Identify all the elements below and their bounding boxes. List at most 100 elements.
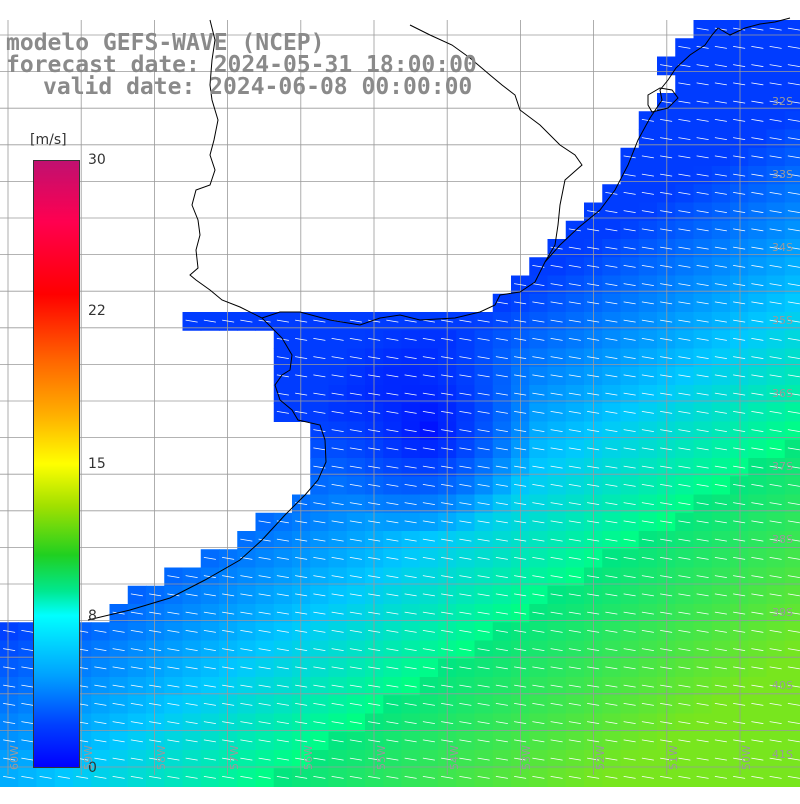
wind-arrow [550, 465, 563, 469]
wind-arrow [404, 483, 417, 487]
wind-arrow [623, 210, 636, 214]
wind-cell [784, 768, 800, 787]
wind-arrow [368, 556, 381, 560]
wind-arrow [404, 648, 417, 652]
wind-arrow [331, 356, 344, 360]
wind-arrow [733, 64, 746, 68]
wind-arrow [641, 593, 654, 597]
wind-arrow [568, 356, 581, 360]
wind-arrow [787, 100, 800, 104]
wind-arrow [422, 337, 435, 341]
wind-arrow [349, 429, 362, 433]
wind-arrow [313, 337, 326, 341]
wind-arrow [714, 82, 727, 86]
wind-arrow [769, 593, 782, 597]
wind-arrow [422, 356, 435, 360]
wind-arrow [404, 684, 417, 688]
wind-arrow [550, 556, 563, 560]
wind-arrow [203, 629, 216, 633]
wind-arrow [313, 684, 326, 688]
wind-arrow [368, 702, 381, 706]
wind-arrow [313, 538, 326, 542]
wind-arrow [222, 757, 235, 761]
wind-arrow [660, 301, 673, 305]
wind-arrow [605, 447, 618, 451]
wind-arrow [368, 611, 381, 615]
wind-arrow [605, 301, 618, 305]
wind-arrow [623, 593, 636, 597]
wind-arrow [404, 465, 417, 469]
wind-arrow [696, 45, 709, 49]
wind-arrow [295, 374, 308, 378]
wind-arrow [641, 629, 654, 633]
wind-arrow [149, 611, 162, 615]
wind-arrow [714, 538, 727, 542]
wind-arrow [295, 392, 308, 396]
wind-arrow [550, 429, 563, 433]
colorbar-unit: [m/s] [30, 132, 67, 148]
wind-arrow [276, 319, 289, 323]
wind-arrow [331, 757, 344, 761]
wind-arrow [550, 520, 563, 524]
wind-arrow [477, 684, 490, 688]
wind-arrow [514, 356, 527, 360]
wind-arrow [714, 374, 727, 378]
wind-arrow [787, 374, 800, 378]
wind-arrow [94, 666, 107, 670]
wind-arrow [733, 155, 746, 159]
wind-arrow [769, 45, 782, 49]
wind-arrow [568, 228, 581, 232]
wind-arrow [185, 739, 198, 743]
wind-arrow [94, 684, 107, 688]
wind-arrow [733, 301, 746, 305]
wind-arrow [787, 264, 800, 268]
wind-arrow [550, 721, 563, 725]
wind-arrow [733, 593, 746, 597]
wind-cell [784, 202, 800, 222]
wind-arrow [751, 191, 764, 195]
wind-arrow [696, 228, 709, 232]
wind-arrow [623, 319, 636, 323]
wind-arrow [660, 155, 673, 159]
valid-date: valid date: 2024-06-08 00:00:00 [43, 74, 473, 100]
wind-arrow [331, 611, 344, 615]
wind-arrow [550, 337, 563, 341]
wind-arrow [751, 502, 764, 506]
wind-arrow [240, 629, 253, 633]
wind-arrow [349, 593, 362, 597]
wind-arrow [313, 702, 326, 706]
wind-arrow [696, 264, 709, 268]
wind-arrow [660, 264, 673, 268]
wind-arrow [623, 629, 636, 633]
wind-arrow [404, 666, 417, 670]
wind-arrow [696, 118, 709, 122]
wind-arrow [714, 684, 727, 688]
wind-cell [784, 147, 800, 167]
wind-arrow [605, 666, 618, 670]
wind-arrow [459, 757, 472, 761]
wind-arrow [386, 702, 399, 706]
wind-arrow [276, 666, 289, 670]
wind-arrow [605, 283, 618, 287]
wind-arrow [787, 45, 800, 49]
wind-arrow [3, 739, 16, 743]
wind-arrow [441, 556, 454, 560]
wind-arrow [641, 429, 654, 433]
wind-arrow [21, 702, 34, 706]
wind-arrow [696, 629, 709, 633]
wind-arrow [94, 721, 107, 725]
wind-arrow [605, 228, 618, 232]
wind-arrow [733, 575, 746, 579]
wind-arrow [568, 447, 581, 451]
wind-arrow [787, 27, 800, 31]
wind-arrow [331, 429, 344, 433]
wind-arrow [587, 629, 600, 633]
wind-arrow [368, 447, 381, 451]
wind-arrow [441, 702, 454, 706]
wind-arrow [349, 629, 362, 633]
wind-arrow [623, 575, 636, 579]
wind-arrow [714, 611, 727, 615]
wind-arrow [550, 410, 563, 414]
wind-arrow [422, 465, 435, 469]
wind-arrow [550, 301, 563, 305]
